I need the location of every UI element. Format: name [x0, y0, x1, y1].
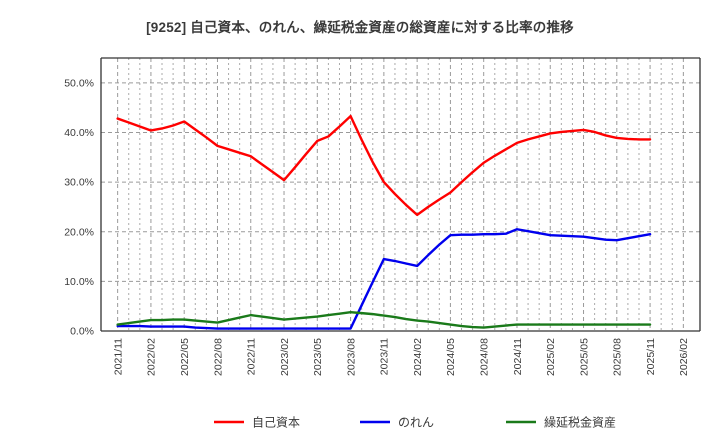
legend-label-のれん[interactable]: のれん	[398, 416, 434, 430]
major-gridlines-horizontal	[101, 82, 700, 282]
y-axis-tick-labels: 0.0% 10.0% 20.0% 30.0% 40.0% 50.0%	[64, 77, 94, 337]
x-axis-tick-label: 2024/05	[445, 338, 457, 376]
series-lines	[116, 114, 652, 330]
minor-gridlines-vertical	[117, 58, 684, 331]
x-axis-tick-label: 2022/02	[146, 338, 158, 376]
x-axis-tick-label: 2022/05	[179, 338, 191, 376]
series-line-自己資本	[116, 114, 652, 217]
x-axis-tick-label: 2025/02	[545, 338, 557, 376]
series-line-のれん	[116, 228, 652, 330]
y-axis-tick-label: 50.0%	[64, 77, 94, 89]
y-axis-tick-label: 20.0%	[64, 226, 94, 238]
x-axis-tick-label: 2024/08	[478, 338, 490, 376]
x-axis-tick-label: 2025/11	[645, 338, 657, 375]
legend-label-繰延税金資産[interactable]: 繰延税金資産	[544, 415, 616, 430]
y-axis-tick-label: 40.0%	[64, 127, 94, 139]
x-axis-tick-label: 2022/11	[246, 338, 258, 375]
y-axis-tick-label: 0.0%	[70, 326, 94, 338]
x-axis-tick-labels: 2021/11 2022/02 2022/05 2022/08 2022/11 2023/…	[112, 338, 690, 376]
x-axis-tick-label: 2024/02	[412, 338, 424, 376]
legend-label-自己資本[interactable]: 自己資本	[252, 416, 300, 430]
plot-axis-frame	[100, 57, 701, 332]
x-axis-tick-label: 2025/08	[612, 338, 624, 376]
y-axis-tick-label: 30.0%	[64, 177, 94, 189]
x-axis-tick-label: 2022/08	[212, 338, 224, 376]
x-axis-tick-label: 2021/11	[112, 338, 124, 375]
x-axis-tick-label: 2023/11	[379, 338, 391, 375]
x-axis-tick-label: 2023/05	[312, 338, 324, 376]
x-axis-tick-label: 2026/02	[678, 338, 690, 376]
x-axis-tick-label: 2023/08	[345, 338, 357, 376]
y-axis-tick-label: 10.0%	[64, 276, 94, 288]
x-axis-tick-label: 2025/05	[578, 338, 590, 376]
series-line-繰延税金資産	[116, 310, 652, 329]
x-axis-tick-label: 2023/02	[279, 338, 291, 376]
page-title: [9252] 自己資本、のれん、繰延税金資産の総資産に対する比率の推移	[146, 20, 574, 35]
chart-legend: 自己資本 のれん 繰延税金資産	[214, 415, 616, 430]
x-axis-tick-label: 2024/11	[512, 338, 524, 375]
